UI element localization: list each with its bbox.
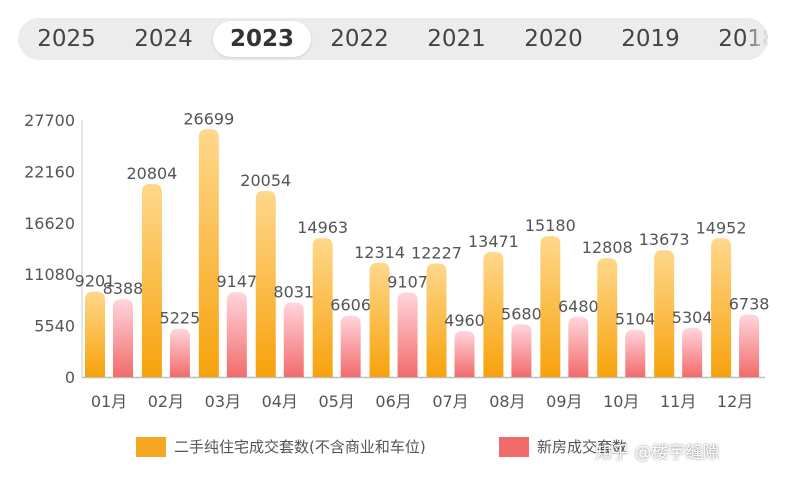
- y-tick-label: 27700: [24, 111, 75, 130]
- tab-2019[interactable]: 2019: [621, 26, 680, 52]
- data-label-new: 6738: [729, 294, 770, 313]
- tab-2022[interactable]: 2022: [330, 26, 389, 52]
- tab-2023[interactable]: 2023: [213, 21, 311, 57]
- data-label-new: 8031: [273, 282, 314, 301]
- data-label-new: 9147: [216, 272, 257, 291]
- bar-new[interactable]: [511, 324, 532, 377]
- x-tick-label: 10月: [603, 392, 639, 411]
- data-label-resale: 12314: [354, 243, 405, 262]
- data-label-resale: 20054: [240, 171, 291, 190]
- tab-2025[interactable]: 2025: [37, 26, 96, 52]
- y-tick-label: 5540: [34, 317, 75, 336]
- data-label-resale: 20804: [126, 164, 177, 183]
- x-tick-label: 08月: [489, 392, 525, 411]
- legend-swatch-resale: [136, 436, 166, 457]
- bar-new[interactable]: [226, 292, 247, 377]
- x-tick-label: 01月: [91, 392, 127, 411]
- data-label-new: 8388: [103, 279, 144, 298]
- bar-resale[interactable]: [369, 262, 390, 377]
- bar-new[interactable]: [397, 292, 418, 377]
- x-tick-label: 12月: [717, 392, 753, 411]
- bar-resale[interactable]: [654, 250, 675, 377]
- data-label-new: 4960: [444, 311, 485, 330]
- x-tick-label: 07月: [432, 392, 468, 411]
- data-label-resale: 13673: [639, 230, 690, 249]
- data-label-new: 6480: [558, 297, 599, 316]
- data-label-resale: 26699: [183, 109, 234, 128]
- bar-new[interactable]: [113, 299, 133, 377]
- legend-item-resale[interactable]: 二手纯住宅成交套数(不含商业和车位): [136, 436, 426, 457]
- bar-resale[interactable]: [312, 238, 333, 377]
- bar-new[interactable]: [739, 314, 760, 377]
- bar-resale[interactable]: [255, 190, 276, 377]
- data-label-new: 5680: [501, 304, 542, 323]
- tab-2020[interactable]: 2020: [524, 26, 583, 52]
- bar-resale[interactable]: [426, 263, 447, 377]
- bar-resale[interactable]: [597, 258, 618, 377]
- legend-item-new[interactable]: 新房成交套数: [499, 436, 627, 457]
- bar-new[interactable]: [454, 330, 475, 377]
- tab-2021[interactable]: 2021: [427, 26, 486, 52]
- bar-resale[interactable]: [198, 129, 219, 377]
- tab-2024[interactable]: 2024: [134, 26, 193, 52]
- x-tick-label: 05月: [318, 392, 354, 411]
- bar-resale[interactable]: [483, 252, 504, 377]
- y-tick-label: 11080: [24, 265, 75, 284]
- x-tick-label: 06月: [375, 392, 411, 411]
- data-label-resale: 9201: [75, 272, 116, 291]
- y-tick-label: 22160: [24, 162, 75, 181]
- data-label-resale: 14952: [696, 218, 747, 237]
- legend-label-resale: 二手纯住宅成交套数(不含商业和车位): [174, 438, 426, 456]
- data-label-new: 5304: [672, 308, 713, 327]
- x-tick-label: 11月: [660, 392, 696, 411]
- data-label-resale: 13471: [468, 232, 519, 251]
- y-tick-label: 16620: [24, 214, 75, 233]
- data-label-resale: 12227: [411, 244, 462, 263]
- x-tick-label: 03月: [205, 392, 241, 411]
- x-tick-label: 04月: [262, 392, 298, 411]
- data-label-new: 9107: [387, 273, 428, 292]
- bar-new[interactable]: [283, 302, 304, 377]
- legend-label-new: 新房成交套数: [537, 438, 628, 456]
- watermark: 知乎 @楼宇缝隙: [595, 443, 720, 463]
- bar-new[interactable]: [682, 327, 703, 377]
- data-label-new: 5225: [160, 309, 201, 328]
- bar-new[interactable]: [568, 316, 589, 377]
- x-tick-label: 02月: [148, 392, 184, 411]
- data-label-new: 6606: [330, 296, 371, 315]
- data-label-resale: 14963: [297, 218, 348, 237]
- bar-new[interactable]: [169, 328, 190, 377]
- bar-resale[interactable]: [540, 236, 561, 377]
- bar-resale[interactable]: [141, 183, 162, 377]
- bar-resale[interactable]: [85, 291, 105, 377]
- bar-new[interactable]: [340, 315, 361, 377]
- data-label-resale: 15180: [525, 216, 576, 235]
- data-label-resale: 12808: [582, 238, 633, 257]
- data-label-new: 5104: [615, 310, 656, 329]
- bar-resale[interactable]: [711, 238, 732, 377]
- legend-swatch-new: [499, 436, 529, 457]
- x-tick-label: 09月: [546, 392, 582, 411]
- bar-new[interactable]: [625, 329, 646, 377]
- y-tick-label: 0: [65, 368, 75, 387]
